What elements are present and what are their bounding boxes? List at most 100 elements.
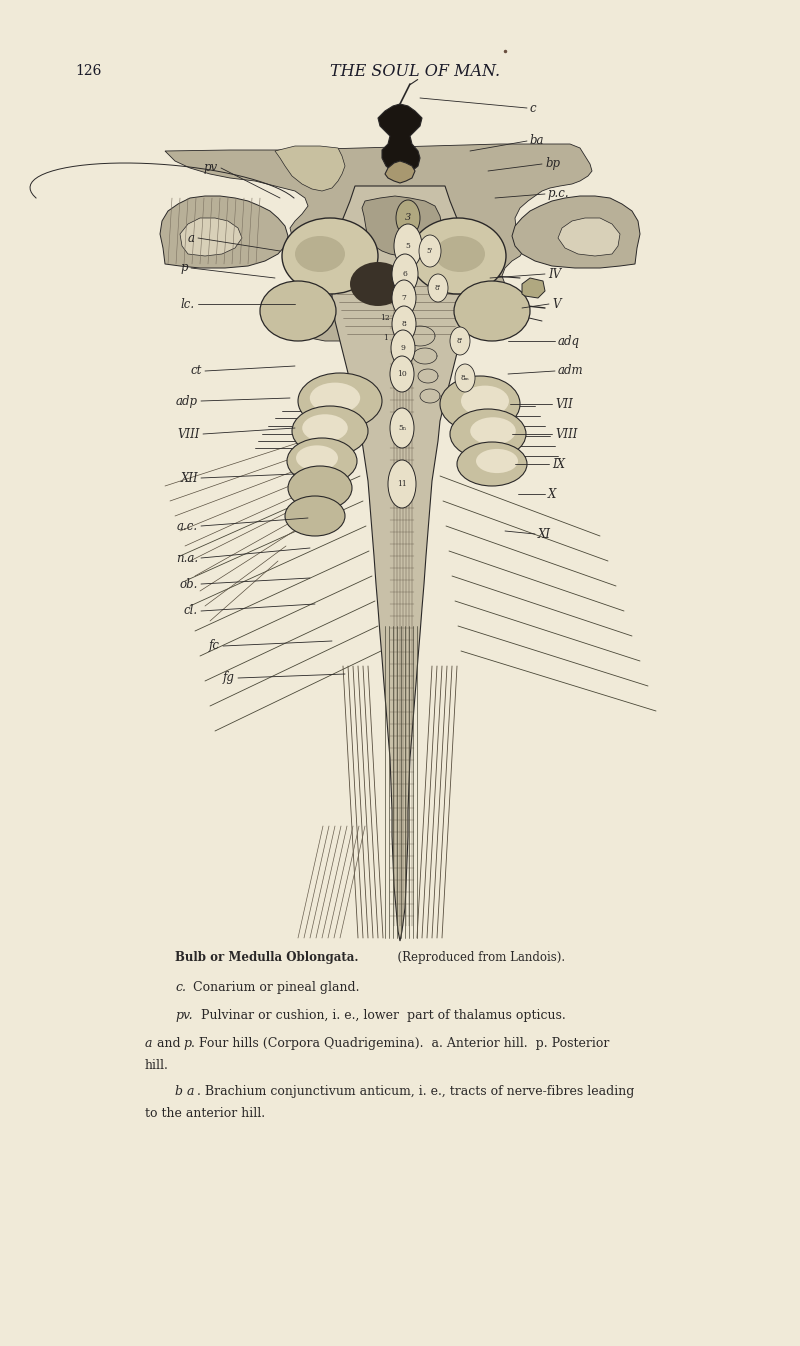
Text: IX: IX <box>552 458 565 471</box>
Ellipse shape <box>287 437 357 485</box>
Ellipse shape <box>450 327 470 355</box>
Text: Conarium or pineal gland.: Conarium or pineal gland. <box>189 981 359 993</box>
Text: 126: 126 <box>75 65 102 78</box>
Text: bp: bp <box>545 157 560 171</box>
Text: fg: fg <box>223 672 235 685</box>
Ellipse shape <box>282 218 378 293</box>
Polygon shape <box>512 197 640 268</box>
Text: pv: pv <box>204 162 218 175</box>
Polygon shape <box>165 144 592 341</box>
Ellipse shape <box>394 223 422 268</box>
Ellipse shape <box>285 495 345 536</box>
Text: to the anterior hill.: to the anterior hill. <box>145 1106 265 1120</box>
Text: XI: XI <box>538 528 551 541</box>
Text: c.: c. <box>175 981 186 993</box>
Text: VIII: VIII <box>555 428 578 440</box>
Text: p: p <box>181 261 188 275</box>
Ellipse shape <box>295 236 345 272</box>
Polygon shape <box>180 218 242 256</box>
Text: p: p <box>183 1036 191 1050</box>
Ellipse shape <box>260 281 336 341</box>
Text: and: and <box>153 1036 185 1050</box>
Ellipse shape <box>298 373 382 429</box>
Text: XII: XII <box>180 471 198 485</box>
Text: 12: 12 <box>380 314 390 322</box>
Ellipse shape <box>302 415 348 441</box>
Text: VII: VII <box>555 397 573 411</box>
Polygon shape <box>558 218 620 256</box>
Text: a.c.: a.c. <box>177 520 198 533</box>
Text: a: a <box>145 1036 153 1050</box>
Text: . Brachium conjunctivum anticum, i. e., tracts of nerve-fibres leading: . Brachium conjunctivum anticum, i. e., … <box>197 1085 634 1098</box>
Ellipse shape <box>455 363 475 392</box>
Ellipse shape <box>392 254 418 293</box>
Ellipse shape <box>296 446 338 471</box>
Text: 6: 6 <box>402 271 407 279</box>
Text: ob.: ob. <box>180 577 198 591</box>
Text: 11: 11 <box>397 481 407 489</box>
Ellipse shape <box>392 306 416 342</box>
Text: 8': 8' <box>435 284 441 292</box>
Polygon shape <box>378 104 422 174</box>
Ellipse shape <box>457 441 527 486</box>
Text: hill.: hill. <box>145 1059 169 1071</box>
Text: a: a <box>188 232 195 245</box>
Text: 3: 3 <box>405 214 411 222</box>
Text: THE SOUL OF MAN.: THE SOUL OF MAN. <box>330 62 500 79</box>
Text: IV: IV <box>548 268 561 280</box>
Ellipse shape <box>388 460 416 507</box>
Text: b a: b a <box>175 1085 194 1098</box>
Ellipse shape <box>292 406 368 456</box>
Ellipse shape <box>391 330 415 366</box>
Text: 10: 10 <box>397 370 407 378</box>
Text: lc.: lc. <box>181 297 195 311</box>
Ellipse shape <box>390 408 414 448</box>
Text: n.a.: n.a. <box>176 552 198 564</box>
Text: 9: 9 <box>401 345 406 353</box>
Ellipse shape <box>454 281 530 341</box>
Text: . Four hills (Corpora Quadrigemina).  a. Anterior hill.  p. Posterior: . Four hills (Corpora Quadrigemina). a. … <box>191 1036 610 1050</box>
Text: (Reproduced from Landois).: (Reproduced from Landois). <box>390 952 565 964</box>
Text: VIII: VIII <box>178 428 200 440</box>
Ellipse shape <box>392 280 416 316</box>
Ellipse shape <box>419 236 441 267</box>
Text: adp: adp <box>176 394 198 408</box>
Ellipse shape <box>440 376 520 432</box>
Text: 8': 8' <box>457 336 463 345</box>
Polygon shape <box>160 197 288 268</box>
Ellipse shape <box>350 262 406 306</box>
Text: ba: ba <box>530 135 545 148</box>
Text: p.c.: p.c. <box>548 187 570 201</box>
Text: 8ₘ: 8ₘ <box>461 374 470 382</box>
Text: Pulvinar or cushion, i. e., lower  part of thalamus opticus.: Pulvinar or cushion, i. e., lower part o… <box>197 1010 566 1022</box>
Text: cl.: cl. <box>184 604 198 618</box>
Ellipse shape <box>428 275 448 302</box>
Ellipse shape <box>396 201 420 236</box>
Text: X: X <box>548 487 556 501</box>
Ellipse shape <box>450 409 526 459</box>
Ellipse shape <box>470 417 516 444</box>
Text: 5': 5' <box>427 248 433 254</box>
Text: V: V <box>552 297 561 311</box>
Polygon shape <box>385 162 415 183</box>
Text: fc: fc <box>209 639 220 653</box>
Text: 1: 1 <box>383 334 388 342</box>
Text: pv.: pv. <box>175 1010 193 1022</box>
Text: adq: adq <box>558 335 580 347</box>
Text: Bulb or Medulla Oblongata.: Bulb or Medulla Oblongata. <box>175 952 358 964</box>
Text: adm: adm <box>558 365 584 377</box>
Text: 5: 5 <box>406 242 410 250</box>
Polygon shape <box>522 279 545 297</box>
Ellipse shape <box>476 450 518 472</box>
Text: 5ₙ: 5ₙ <box>398 424 406 432</box>
Ellipse shape <box>310 382 360 413</box>
Polygon shape <box>362 197 442 256</box>
Ellipse shape <box>410 218 506 293</box>
Text: 8: 8 <box>402 320 406 328</box>
Text: 7: 7 <box>402 293 406 302</box>
Ellipse shape <box>288 466 352 510</box>
Ellipse shape <box>461 385 509 416</box>
Text: ct: ct <box>190 365 202 377</box>
Ellipse shape <box>390 355 414 392</box>
Ellipse shape <box>435 236 485 272</box>
